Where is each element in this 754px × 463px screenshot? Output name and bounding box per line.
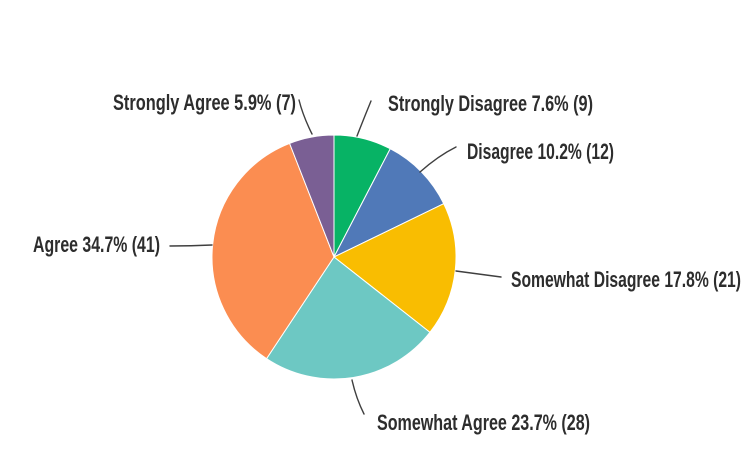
- callout-line-disagree: [419, 146, 457, 173]
- pie-slice-somewhat-agree: [266, 256, 431, 380]
- callout-line-agree: [169, 244, 213, 247]
- slice-label-agree: Agree 34.7% (41): [33, 232, 160, 257]
- slice-label-strongly-agree: Strongly Agree 5.9% (7): [113, 90, 296, 115]
- pie-slice-strongly-agree: [289, 134, 335, 258]
- callout-line-strongly-agree: [298, 99, 313, 135]
- slice-label-somewhat-agree: Somewhat Agree 23.7% (28): [377, 410, 590, 435]
- pie-slice-somewhat-disagree: [333, 203, 457, 333]
- slice-label-disagree: Disagree 10.2% (12): [467, 139, 614, 164]
- pie-slice-agree: [211, 142, 335, 360]
- callout-line-somewhat-agree: [351, 379, 365, 415]
- pie-slice-disagree: [333, 148, 445, 258]
- slice-label-somewhat-disagree: Somewhat Disagree 17.8% (21): [511, 267, 741, 292]
- callout-line-strongly-disagree: [356, 100, 372, 137]
- slice-label-strongly-disagree: Strongly Disagree 7.6% (9): [388, 91, 593, 116]
- callout-line-somewhat-disagree: [455, 270, 502, 278]
